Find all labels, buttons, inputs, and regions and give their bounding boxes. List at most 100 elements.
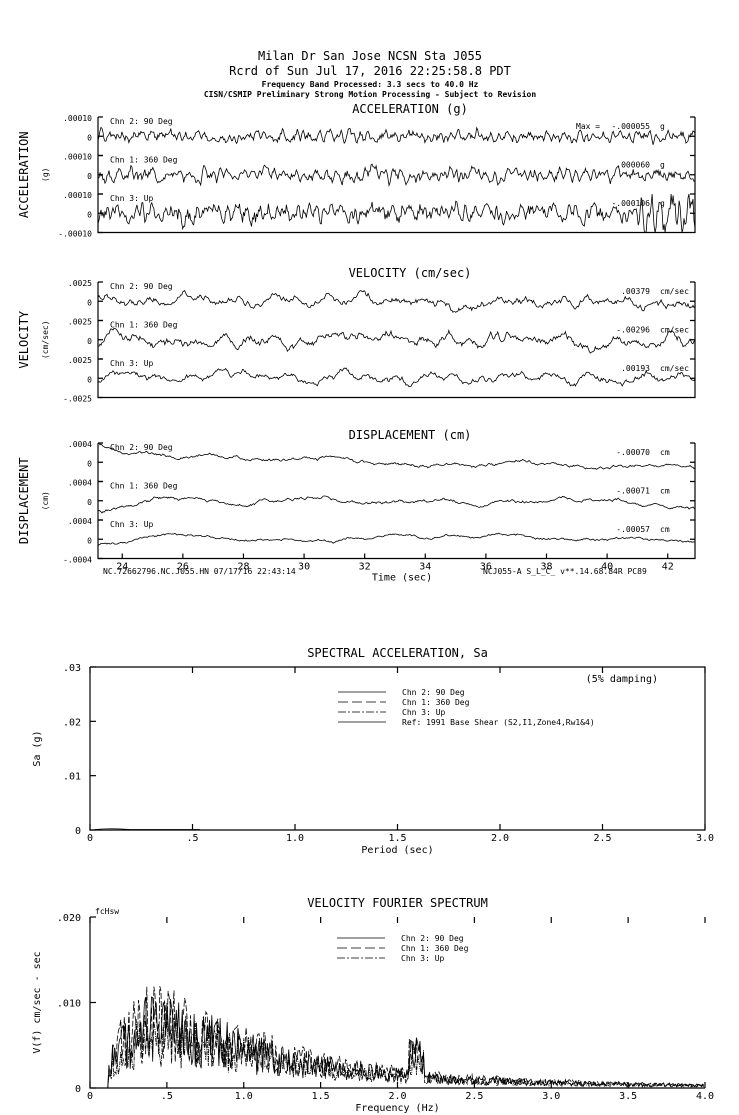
y-tick-label: .0025 <box>68 356 92 365</box>
y-axis-label: V(f) cm/sec - sec <box>32 951 43 1053</box>
channel-label: Chn 1: 360 Deg <box>110 156 178 165</box>
station-title: Milan Dr San Jose NCSN Sta J055 <box>258 49 482 63</box>
y-tick-label: 0 <box>75 1084 81 1095</box>
channel-label: Chn 1: 360 Deg <box>110 321 178 330</box>
tick-marks <box>98 358 695 399</box>
chart-frame <box>89 917 705 1089</box>
y-tick-label: .0004 <box>68 440 92 449</box>
header: Milan Dr San Jose NCSN Sta J055 Rcrd of … <box>204 49 537 99</box>
max-unit: cm <box>660 487 670 496</box>
y-tick-label: 0 <box>87 459 92 468</box>
x-tick-label: 2.5 <box>465 1091 483 1102</box>
y-axis-unit: (g) <box>41 168 50 182</box>
y-tick-label: 0 <box>87 375 92 384</box>
channel-label: Chn 1: 360 Deg <box>110 482 178 491</box>
trace-acceleration <box>97 193 696 234</box>
max-unit: cm/sec <box>660 326 689 335</box>
max-value: -.00057 <box>616 525 650 534</box>
max-value: .000060 <box>616 161 650 170</box>
x-tick-label: 0 <box>87 833 93 844</box>
tick-marks <box>98 281 695 322</box>
y-axis-label: DISPLACEMENT <box>17 457 31 544</box>
x-tick-label: 1.5 <box>312 1091 330 1102</box>
footer-left: NC.72662796.NC.J055.HN 07/17/16 22:43:14 <box>103 567 296 576</box>
trace-acceleration <box>97 126 696 145</box>
x-tick-label: 3.0 <box>542 1091 560 1102</box>
x-axis-label: Frequency (Hz) <box>355 1103 439 1114</box>
y-axis-label: VELOCITY <box>17 310 31 369</box>
y-tick-label: 0 <box>75 826 81 837</box>
max-value: -.00070 <box>616 448 650 457</box>
channel-label: Chn 3: Up <box>110 194 154 203</box>
x-tick-label: 34 <box>419 562 431 573</box>
x-tick-label: 38 <box>540 562 552 573</box>
x-tick-label: 1.0 <box>286 833 304 844</box>
y-tick-label: 0 <box>87 536 92 545</box>
x-tick-label: 28 <box>237 562 249 573</box>
corner-label: fcHsw <box>95 907 119 916</box>
max-value: -.000055 <box>611 122 650 131</box>
x-tick-label: 30 <box>298 562 310 573</box>
x-tick-label: 26 <box>177 562 189 573</box>
x-tick-label: 4.0 <box>696 1091 714 1102</box>
x-tick-label: 0 <box>87 1091 93 1102</box>
channel-label: Chn 2: 90 Deg <box>110 117 173 126</box>
y-tick-label: -.0004 <box>63 556 92 565</box>
trace-displacement <box>97 532 696 546</box>
legend-label: Chn 3: Up <box>402 708 446 717</box>
y-tick-label: 0 <box>87 298 92 307</box>
max-unit: g <box>660 122 665 131</box>
time-series-panels: ACCELERATION (g) ACCELERATION (g) .00010 0 Ch… <box>17 102 696 584</box>
y-tick-label: 0 <box>87 133 92 142</box>
sa-curve <box>94 828 200 830</box>
x-tick-label: 1.0 <box>235 1091 253 1102</box>
x-tick-label: 3.5 <box>619 1091 637 1102</box>
y-tick-label: 0 <box>87 337 92 346</box>
max-unit: cm/sec <box>660 364 689 373</box>
y-tick-label: .01 <box>63 772 81 783</box>
y-axis-label: Sa (g) <box>32 730 43 766</box>
y-tick-label: .020 <box>57 913 81 924</box>
legend-label: Chn 2: 90 Deg <box>401 934 464 943</box>
max-value: .00379 <box>621 287 650 296</box>
y-tick-label: .010 <box>57 999 81 1010</box>
spectral-acceleration-chart: SPECTRAL ACCELERATION, Sa 0 .5 1.0 1.5 2.0 2.5… <box>32 646 714 856</box>
y-tick-label: .0004 <box>68 479 92 488</box>
x-tick-label: 2.0 <box>388 1091 406 1102</box>
panel-title: VELOCITY (cm/sec) <box>349 266 472 280</box>
channel-label: Chn 2: 90 Deg <box>110 443 173 452</box>
legend-label: Chn 1: 360 Deg <box>402 698 470 707</box>
tick-marks <box>98 319 695 360</box>
y-tick-label: .0004 <box>68 517 92 526</box>
trace-velocity <box>97 289 696 313</box>
x-tick-label: 2.0 <box>491 833 509 844</box>
max-prefix: Max = <box>576 122 600 131</box>
chart-frame <box>89 666 706 831</box>
x-axis-label: Time (sec) <box>372 573 432 584</box>
max-unit: g <box>660 199 665 208</box>
y-tick-label: .00010 <box>63 114 92 123</box>
x-axis-label: Period (sec) <box>361 845 433 856</box>
tick-marks <box>98 442 695 483</box>
max-value: -.000106 <box>611 199 650 208</box>
trace-displacement <box>97 442 696 470</box>
tick-marks <box>98 116 695 157</box>
footer-right: NCJ055-A S_L_C_ v**.14.68.84R PC89 <box>483 567 647 576</box>
max-unit: cm <box>660 448 670 457</box>
max-value: -.00071 <box>616 487 650 496</box>
channel-label: Chn 3: Up <box>110 359 154 368</box>
velocity-fourier-chart: VELOCITY FOURIER SPECTRUM 0 .5 1.0 1.5 2.0 2.5… <box>32 896 714 1114</box>
y-tick-label: -.0025 <box>63 395 92 404</box>
max-unit: cm <box>660 525 670 534</box>
max-unit: cm/sec <box>660 287 689 296</box>
tick-marks <box>98 480 695 521</box>
y-tick-label: 0 <box>87 210 92 219</box>
tick-marks <box>98 519 695 560</box>
trace-velocity <box>97 327 696 354</box>
damping-note: (5% damping) <box>586 674 658 685</box>
x-tick-label: 24 <box>116 562 128 573</box>
y-axis-unit: (cm/sec) <box>41 320 50 359</box>
chart-title: VELOCITY FOURIER SPECTRUM <box>307 896 488 910</box>
y-tick-label: .0025 <box>68 318 92 327</box>
